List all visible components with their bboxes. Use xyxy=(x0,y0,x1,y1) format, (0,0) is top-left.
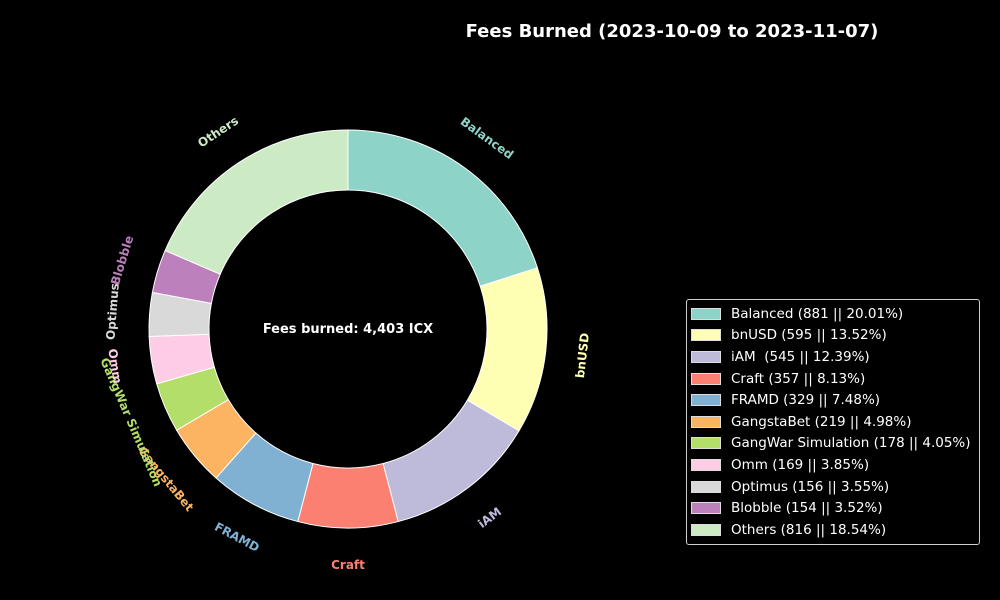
legend: Balanced (881 || 20.01%) bnUSD (595 || 13… xyxy=(686,299,980,545)
legend-swatch xyxy=(691,458,721,471)
legend-swatch xyxy=(691,415,721,428)
chart-title: Fees Burned (2023-10-09 to 2023-11-07) xyxy=(466,21,879,42)
legend-swatch xyxy=(691,394,721,407)
slice-label-iam: iAM xyxy=(475,504,504,530)
slice-craft xyxy=(297,462,399,529)
legend-swatch xyxy=(691,502,721,515)
legend-label: Omm (169 || 3.85%) xyxy=(731,456,870,473)
center-total-label: Fees burned: 4,403 ICX xyxy=(263,322,433,337)
legend-swatch xyxy=(691,437,721,450)
legend-item: iAM (545 || 12.39%) xyxy=(687,346,979,368)
slice-label-omm: Omm xyxy=(105,348,124,385)
legend-item: Balanced (881 || 20.01%) xyxy=(687,303,979,325)
legend-item: FRAMD (329 || 7.48%) xyxy=(687,389,979,411)
legend-item: GangWar Simulation (178 || 4.05%) xyxy=(687,433,979,455)
legend-item: Blobble (154 || 3.52%) xyxy=(687,497,979,519)
slice-label-framd: FRAMD xyxy=(212,520,262,555)
slice-label-optimus: Optimus xyxy=(104,283,122,341)
slice-label-balanced: Balanced xyxy=(458,114,516,162)
legend-label: FRAMD (329 || 7.48%) xyxy=(731,392,881,409)
slice-label-others: Others xyxy=(195,114,241,151)
legend-swatch xyxy=(691,307,721,320)
legend-item: bnUSD (595 || 13.52%) xyxy=(687,325,979,347)
legend-label: Balanced (881 || 20.01%) xyxy=(731,305,904,322)
legend-item: Omm (169 || 3.85%) xyxy=(687,454,979,476)
legend-label: Optimus (156 || 3.55%) xyxy=(731,478,890,495)
legend-swatch xyxy=(691,523,721,536)
legend-swatch xyxy=(691,372,721,385)
slice-label-blobble: Blobble xyxy=(108,234,136,287)
legend-item: GangstaBet (219 || 4.98%) xyxy=(687,411,979,433)
legend-label: iAM (545 || 12.39%) xyxy=(731,348,870,365)
legend-label: GangstaBet (219 || 4.98%) xyxy=(731,413,912,430)
legend-item: Craft (357 || 8.13%) xyxy=(687,368,979,390)
legend-swatch xyxy=(691,350,721,363)
slice-bnusd xyxy=(466,267,548,432)
legend-label: Blobble (154 || 3.52%) xyxy=(731,500,883,517)
slice-others xyxy=(164,129,349,275)
donut-slices xyxy=(148,129,548,529)
slice-label-bnusd: bnUSD xyxy=(573,332,592,379)
legend-swatch xyxy=(691,480,721,493)
legend-label: Others (816 || 18.54%) xyxy=(731,521,887,538)
legend-item: Others (816 || 18.54%) xyxy=(687,519,979,541)
slice-iam xyxy=(382,399,520,523)
legend-label: Craft (357 || 8.13%) xyxy=(731,370,866,387)
slice-label-craft: Craft xyxy=(331,558,365,572)
legend-label: bnUSD (595 || 13.52%) xyxy=(731,327,887,344)
legend-swatch xyxy=(691,329,721,342)
legend-item: Optimus (156 || 3.55%) xyxy=(687,476,979,498)
legend-label: GangWar Simulation (178 || 4.05%) xyxy=(731,435,971,452)
